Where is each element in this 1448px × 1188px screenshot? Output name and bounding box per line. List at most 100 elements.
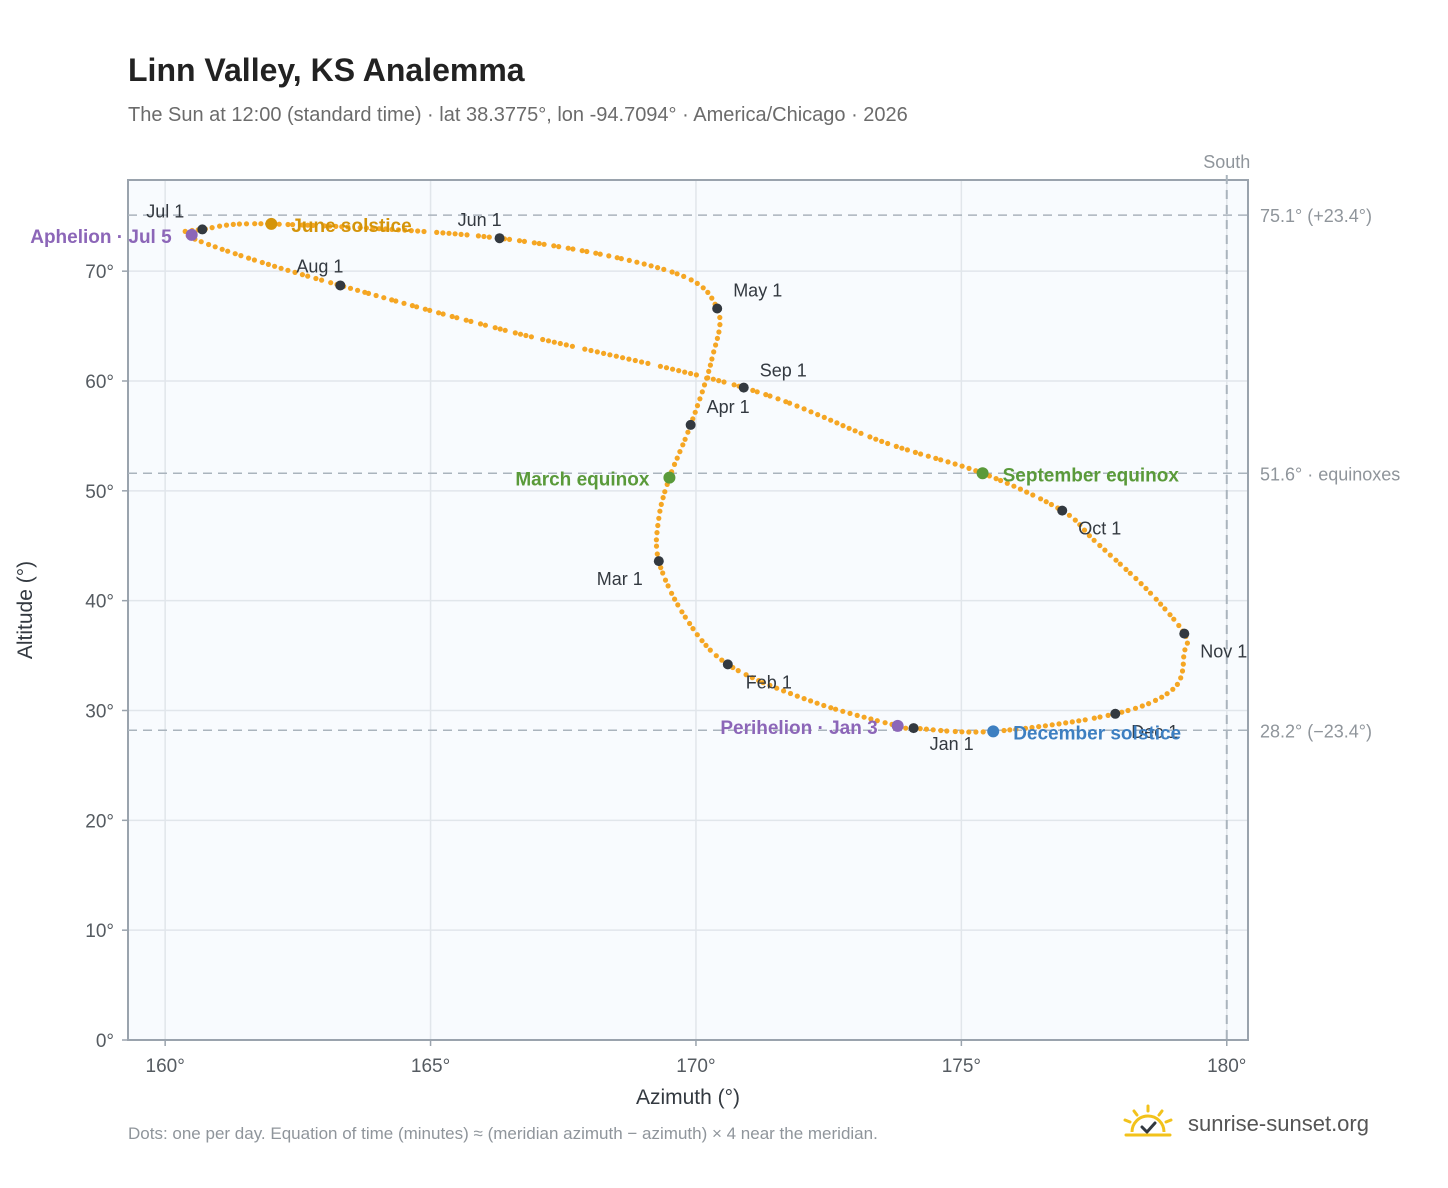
daily-sun-dot — [787, 690, 794, 697]
daily-sun-dot — [272, 263, 278, 269]
daily-sun-dot — [370, 225, 376, 231]
daily-sun-dot — [966, 465, 972, 471]
daily-sun-dot — [690, 626, 696, 632]
daily-sun-dot — [594, 349, 600, 355]
daily-sun-dot — [959, 463, 965, 469]
daily-sun-dot — [1113, 557, 1119, 563]
daily-sun-dot — [569, 343, 576, 349]
daily-sun-dot — [236, 221, 242, 227]
daily-sun-dot — [671, 461, 678, 467]
daily-sun-dot — [648, 263, 654, 269]
daily-sun-dot — [1107, 552, 1113, 558]
daily-sun-dot — [290, 222, 296, 228]
daily-sun-dot — [701, 382, 708, 388]
brand-logo[interactable]: sunrise-sunset.org — [1120, 1102, 1369, 1146]
daily-sun-dot — [706, 368, 712, 374]
daily-sun-dot — [1069, 719, 1075, 725]
daily-sun-dot — [685, 429, 691, 435]
daily-sun-dot — [721, 379, 727, 385]
daily-sun-dot — [1042, 723, 1048, 729]
daily-sun-dot — [657, 363, 664, 369]
daily-sun-dot — [917, 726, 923, 732]
x-tick-label: 160° — [146, 1056, 185, 1077]
daily-sun-dot — [458, 231, 464, 237]
daily-sun-dot — [463, 317, 469, 323]
daily-sun-dot — [717, 314, 723, 321]
daily-sun-dot — [1171, 616, 1177, 622]
daily-sun-dot — [1167, 612, 1173, 618]
daily-sun-dot — [502, 327, 508, 333]
daily-sun-dot — [1105, 712, 1111, 719]
daily-sun-dot — [1091, 537, 1097, 543]
daily-sun-dot — [1164, 691, 1170, 697]
daily-sun-dot — [713, 653, 719, 659]
daily-sun-dot — [414, 304, 420, 310]
daily-sun-dot — [952, 461, 958, 467]
daily-sun-dot — [709, 295, 715, 301]
daily-sun-dot — [238, 253, 244, 259]
daily-sun-dot — [703, 642, 709, 649]
daily-sun-dot — [452, 231, 458, 237]
daily-sun-dot — [944, 728, 950, 734]
daily-sun-dot — [756, 678, 762, 684]
daily-sun-dot — [973, 729, 979, 735]
y-tick-label: 70° — [85, 262, 114, 283]
daily-sun-dot — [614, 255, 620, 261]
daily-sun-dot — [1143, 585, 1149, 592]
plot-area — [128, 180, 1248, 1040]
daily-sun-dot — [1184, 640, 1190, 646]
daily-sun-dot — [1174, 681, 1180, 688]
daily-sun-dot — [486, 234, 492, 240]
month-label: Jul 1 — [146, 201, 184, 221]
daily-sun-dot — [660, 495, 666, 501]
month-marker — [712, 303, 723, 314]
daily-sun-dot — [899, 445, 905, 451]
sun-check-logo-icon — [1123, 1104, 1173, 1137]
daily-sun-dot — [657, 508, 663, 514]
daily-sun-dot — [339, 224, 345, 230]
daily-sun-dot — [607, 352, 613, 358]
daily-sun-dot — [794, 403, 800, 409]
daily-sun-dot — [694, 280, 700, 286]
y-tick-label: 40° — [85, 592, 114, 613]
daily-sun-dot — [593, 250, 599, 256]
daily-sun-dot — [767, 682, 773, 689]
daily-sun-dot — [362, 289, 368, 295]
daily-sun-dot — [885, 440, 891, 447]
event-label: December solstice — [1013, 723, 1181, 744]
daily-sun-dot — [230, 221, 236, 227]
daily-sun-dot — [1179, 668, 1186, 674]
daily-sun-dot — [669, 269, 675, 275]
daily-sun-dot — [749, 675, 755, 681]
daily-sun-dot — [719, 657, 725, 663]
daily-sun-dot — [512, 330, 518, 336]
daily-sun-dot — [1072, 517, 1078, 523]
event-label: Perihelion · Jan 3 — [720, 718, 877, 739]
daily-sun-dot — [536, 240, 542, 247]
daily-sun-dot — [801, 696, 807, 702]
daily-sun-dot — [750, 387, 756, 393]
daily-sun-dot — [808, 698, 814, 704]
daily-sun-dot — [1076, 718, 1082, 724]
daily-sun-dot — [743, 672, 749, 678]
month-marker — [1110, 708, 1121, 719]
daily-sun-dot — [299, 272, 305, 278]
daily-sun-dot — [541, 241, 547, 247]
daily-sun-dot — [477, 321, 484, 327]
daily-sun-dot — [675, 602, 681, 608]
month-marker — [722, 659, 733, 670]
y-tick-label: 10° — [85, 921, 114, 942]
daily-sun-dot — [923, 726, 930, 732]
daily-sun-dot — [634, 259, 640, 265]
daily-sun-dot — [938, 457, 944, 463]
daily-sun-dot — [626, 257, 632, 263]
daily-sun-dot — [408, 228, 414, 234]
daily-sun-dot — [655, 265, 661, 271]
month-label: Mar 1 — [597, 569, 643, 589]
daily-sun-dot — [774, 685, 780, 691]
daily-sun-dot — [925, 453, 931, 459]
daily-sun-dot — [381, 295, 387, 301]
daily-sun-dot — [679, 609, 685, 615]
event-label: Aphelion · Jul 5 — [30, 227, 172, 248]
month-marker — [1179, 628, 1190, 639]
